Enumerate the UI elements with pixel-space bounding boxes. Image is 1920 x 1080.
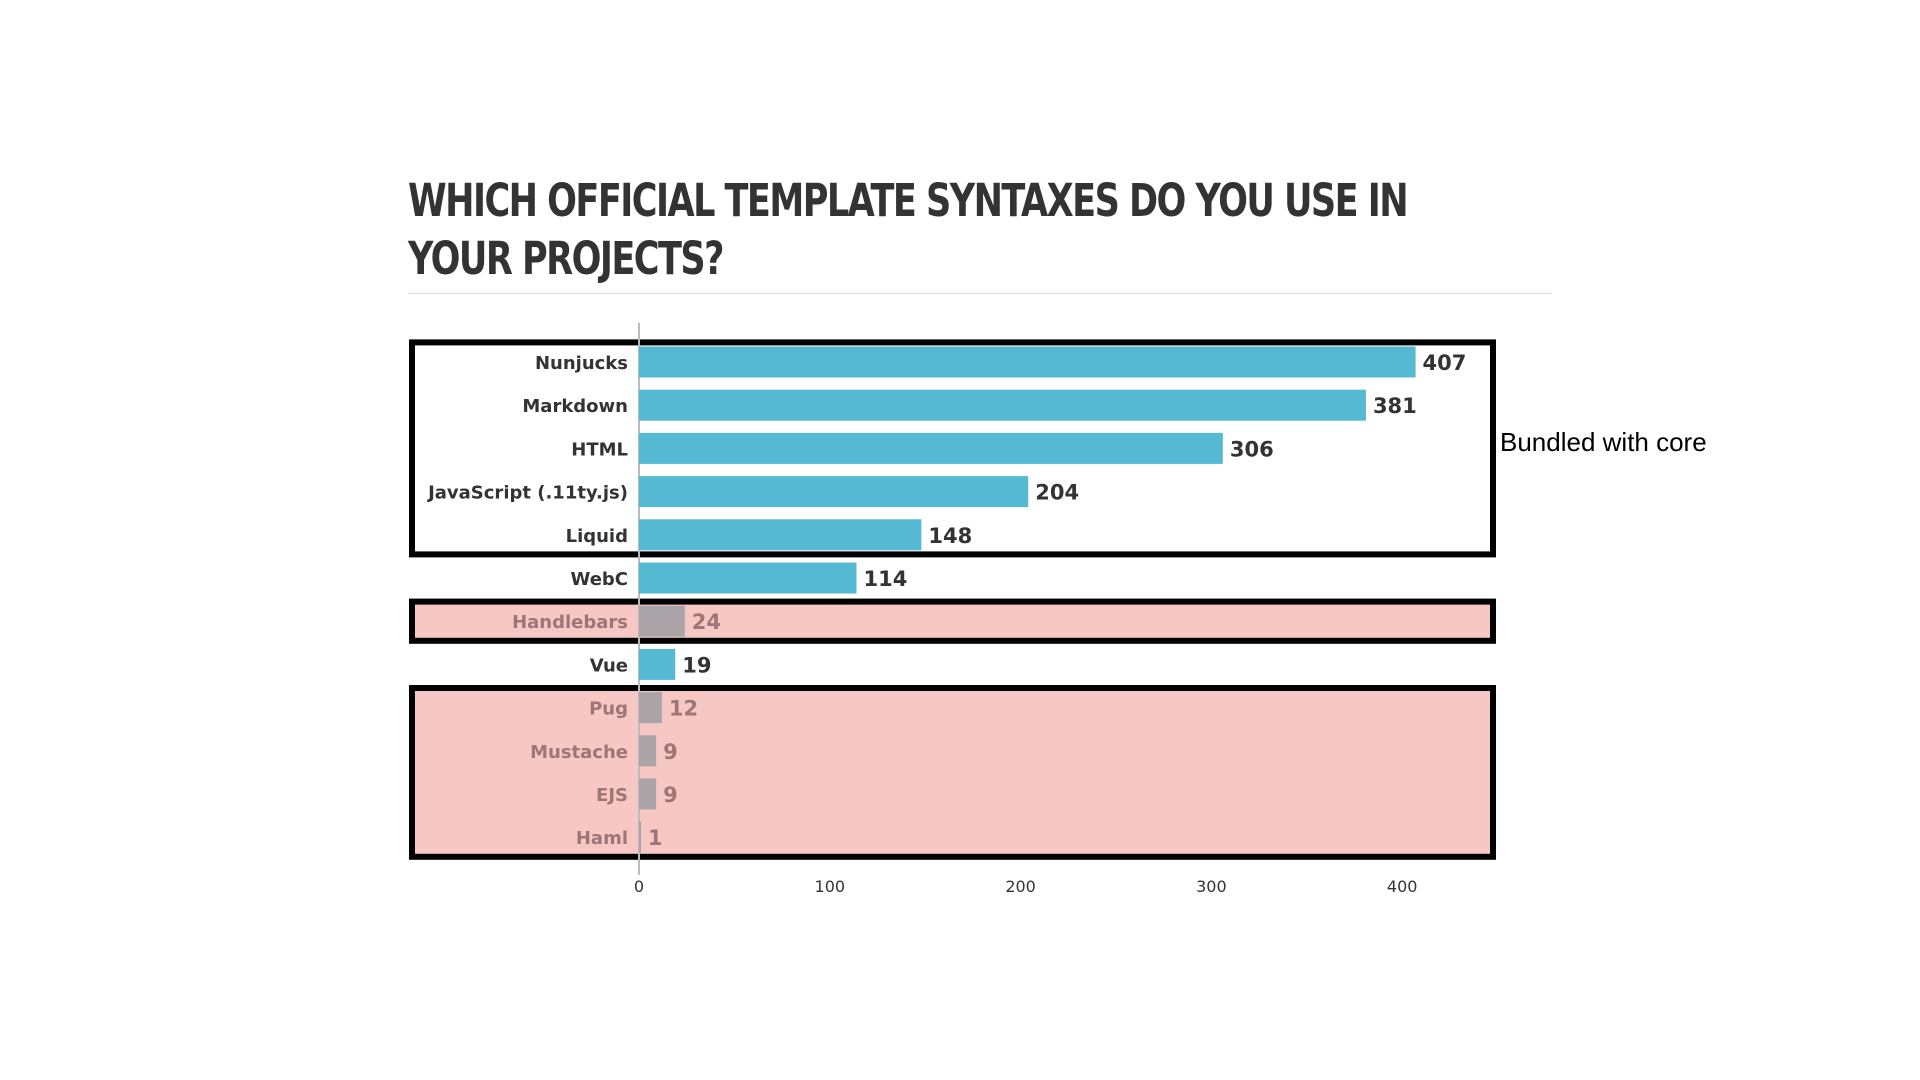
category-label-handlebars: Handlebars: [512, 612, 628, 633]
category-label-ejs: EJS: [596, 785, 628, 806]
bar-ejs: [639, 778, 657, 810]
x-tick-label-0: 0: [634, 877, 644, 896]
value-label-vue: 19: [682, 653, 711, 677]
x-tick-label-100: 100: [815, 877, 846, 896]
bar-html: [639, 432, 1223, 464]
highlight-frame-2: [409, 598, 1496, 644]
highlight-frame-1: [409, 339, 1496, 558]
value-label-markdown: 381: [1373, 394, 1417, 418]
bar-mustache: [639, 735, 657, 767]
bar-pug: [639, 692, 662, 724]
category-label-vue: Vue: [590, 655, 628, 676]
highlight-frame-3: [409, 685, 1496, 860]
value-label-html: 306: [1230, 437, 1274, 461]
category-label-pug: Pug: [589, 699, 628, 720]
bar-markdown: [639, 389, 1366, 421]
category-label-liquid: Liquid: [566, 526, 628, 547]
title-divider: [408, 293, 1552, 294]
value-label-mustache: 9: [663, 740, 678, 764]
bar-haml: [639, 821, 641, 853]
bar-webc: [639, 562, 857, 594]
bar-handlebars: [639, 605, 685, 637]
bar-liquid: [639, 519, 922, 551]
bundled-with-core-annotation: Bundled with core: [1500, 427, 1707, 457]
category-label-javascript-11ty-js: JavaScript (.11ty.js): [426, 483, 628, 504]
bar-javascript-11ty-js: [639, 476, 1029, 508]
value-label-webc: 114: [864, 567, 908, 591]
bar-nunjucks: [639, 346, 1416, 378]
category-label-nunjucks: Nunjucks: [535, 353, 628, 374]
bar-vue: [639, 648, 676, 680]
value-label-nunjucks: 407: [1423, 351, 1467, 375]
value-label-liquid: 148: [928, 524, 972, 548]
value-label-pug: 12: [669, 697, 698, 721]
x-tick-label-300: 300: [1196, 877, 1227, 896]
category-label-html: HTML: [571, 439, 628, 460]
x-tick-label-400: 400: [1387, 877, 1418, 896]
category-label-markdown: Markdown: [522, 396, 628, 417]
value-label-handlebars: 24: [692, 610, 721, 634]
value-label-ejs: 9: [663, 783, 678, 807]
value-label-haml: 1: [648, 826, 663, 850]
category-label-webc: WebC: [570, 569, 628, 590]
category-label-mustache: Mustache: [530, 742, 628, 763]
value-label-javascript-11ty-js: 204: [1035, 481, 1079, 505]
x-tick-label-200: 200: [1005, 877, 1036, 896]
chart-title-line-2: YOUR PROJECTS?: [408, 232, 724, 285]
category-label-haml: Haml: [576, 828, 628, 849]
